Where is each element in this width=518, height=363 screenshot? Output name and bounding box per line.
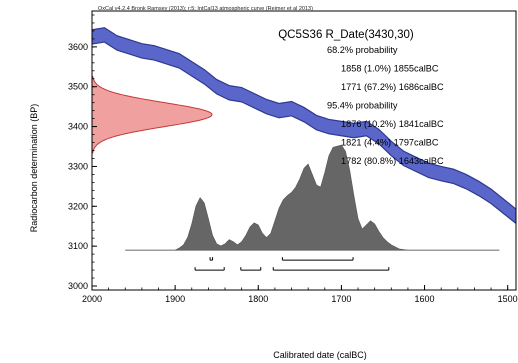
chart-header: OxCal v4.2.4 Bronk Ramsey (2013); r:5; I… — [98, 6, 313, 12]
range-text-line: 68.2% probability — [327, 45, 398, 55]
x-tick-label: 1700 — [331, 294, 351, 304]
y-tick-label: 3300 — [68, 161, 88, 171]
range-text-line: 95.4% probability — [327, 101, 398, 111]
y-tick-label: 3600 — [68, 42, 88, 52]
x-tick-label: 1500 — [498, 294, 518, 304]
range-text-line: 1821 (4.4%) 1797calBC — [341, 138, 439, 148]
radiocarbon-distribution — [92, 75, 213, 154]
calibration-curve-lower-edge — [92, 41, 516, 224]
range-text-line: 1782 (80.8%) 1643calBC — [341, 156, 444, 166]
y-axis-label: Radiocarbon determination (BP) — [29, 104, 39, 233]
y-tick-label: 3400 — [68, 122, 88, 132]
y-tick-label: 3500 — [68, 82, 88, 92]
range-text-line: 1858 (1.0%) 1855calBC — [341, 64, 439, 74]
x-tick-label: 1600 — [415, 294, 435, 304]
y-tick-label: 3100 — [68, 241, 88, 251]
posterior-distribution — [125, 144, 500, 251]
range-text-line: 1771 (67.2%) 1686calBC — [341, 82, 444, 92]
y-tick-label: 3000 — [68, 281, 88, 291]
x-tick-label: 1900 — [165, 294, 185, 304]
calibration-curve-upper-edge — [92, 27, 516, 210]
calibration-curve-band — [92, 27, 516, 224]
x-axis-label: Calibrated date (calBC) — [273, 350, 367, 360]
axis-layer: 2000 1900 1800 1700 1600 1500 3000 3100 3200 3300… — [68, 10, 518, 304]
x-tick-label: 1800 — [248, 294, 268, 304]
chart-title: QC5S36 R_Date(3430,30) — [278, 29, 414, 41]
y-tick-label: 3200 — [68, 201, 88, 211]
x-tick-label: 2000 — [82, 294, 102, 304]
plot-layer — [92, 27, 516, 271]
text-layer: OxCal v4.2.4 Bronk Ramsey (2013); r:5; I… — [29, 6, 444, 360]
range-text-line: 1876 (10.2%) 1841calBC — [341, 119, 444, 129]
